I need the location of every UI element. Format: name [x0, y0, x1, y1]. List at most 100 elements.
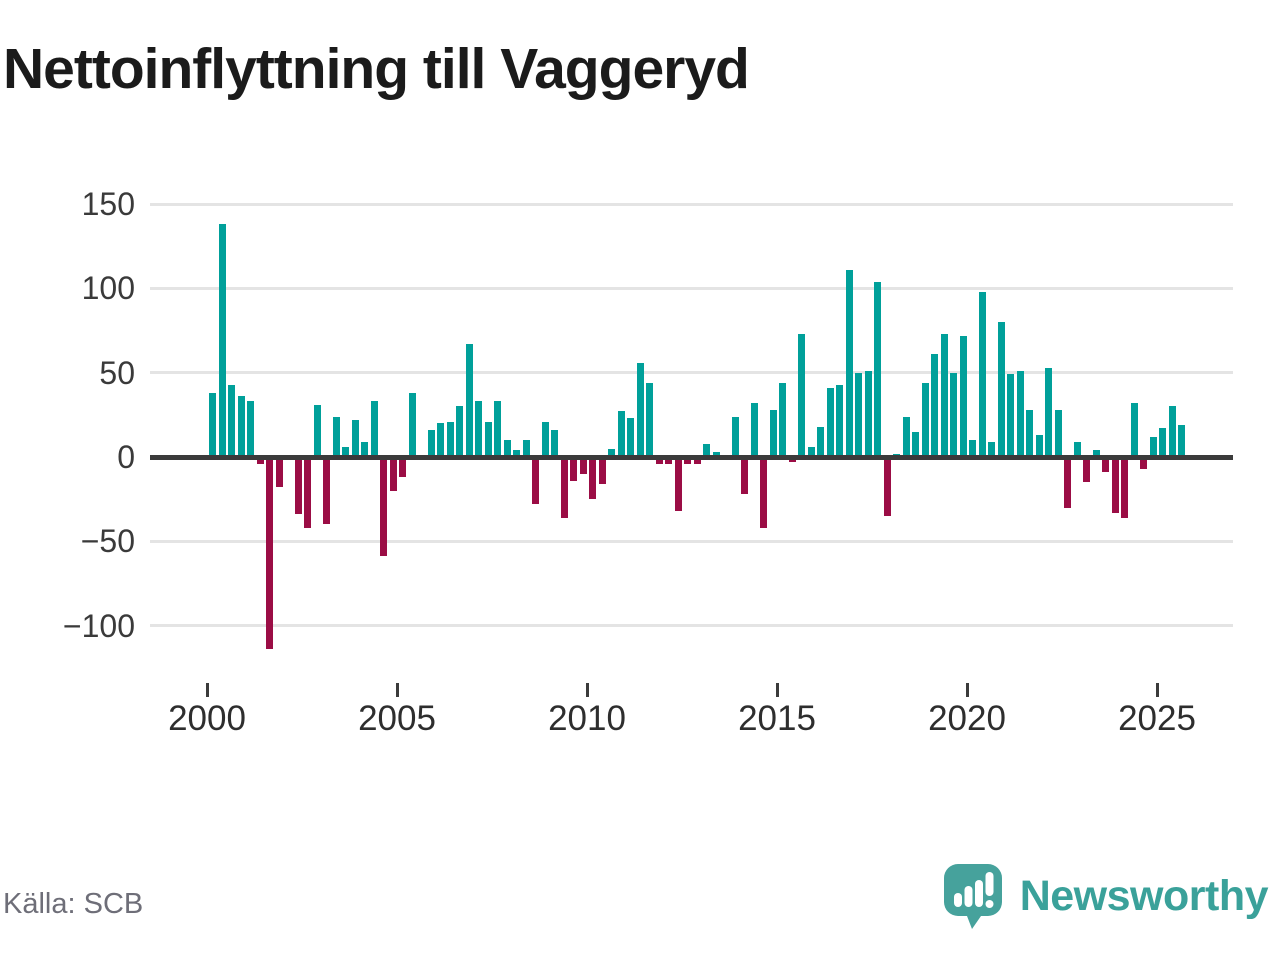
- x-tick-2010: [585, 683, 589, 697]
- bar-2003-q1: [323, 457, 331, 525]
- bar-2007-q4: [503, 440, 511, 457]
- bar-2023-q1: [1083, 457, 1091, 483]
- bar-2004-q1: [361, 441, 369, 457]
- y-axis-label: 100: [81, 270, 135, 307]
- bar-2006-q1: [437, 423, 445, 457]
- bar-2004-q3: [380, 457, 388, 557]
- bar-2012-q2: [674, 457, 682, 511]
- x-axis-label-2020: 2020: [928, 699, 1006, 738]
- x-tick-2000: [205, 683, 209, 697]
- x-tick-2025: [1155, 683, 1159, 697]
- bar-2008-q4: [541, 421, 549, 457]
- bar-2003-q2: [332, 416, 340, 457]
- gridline-y-100: [150, 286, 1233, 290]
- bar-2025-q2: [1168, 406, 1176, 457]
- bar-2020-q1: [969, 440, 977, 457]
- bar-2019-q4: [959, 335, 967, 457]
- bar-2022-q1: [1045, 367, 1053, 457]
- bar-2020-q3: [988, 441, 996, 457]
- bar-2021-q1: [1007, 374, 1015, 457]
- newsworthy-logo-icon: [943, 864, 1002, 929]
- bar-2001-q3: [266, 457, 274, 650]
- x-axis-label-2005: 2005: [358, 699, 436, 738]
- bar-2023-q2: [1092, 450, 1100, 457]
- x-tick-2015: [775, 683, 779, 697]
- logo-exclamation-dot: [985, 900, 994, 908]
- bar-2018-q2: [902, 416, 910, 457]
- bar-2007-q2: [484, 421, 492, 457]
- bar-2024-q4: [1149, 436, 1157, 457]
- bar-2019-q1: [931, 354, 939, 457]
- bar-2021-q2: [1016, 371, 1024, 457]
- y-axis-label: 0: [117, 439, 135, 475]
- bar-2021-q3: [1026, 409, 1034, 457]
- newsworthy-logo-text: Newsworthy: [1019, 871, 1269, 920]
- y-axis-label: 150: [81, 186, 135, 223]
- bar-2009-q2: [560, 457, 568, 518]
- bar-2014-q2: [750, 403, 758, 457]
- logo-bar-medium: [964, 886, 973, 907]
- bar-2024-q3: [1140, 457, 1148, 469]
- gridline-y-150: [150, 202, 1233, 206]
- bar-2005-q4: [427, 430, 435, 457]
- bar-2015-q1: [779, 382, 787, 457]
- bar-2017-q3: [874, 281, 882, 457]
- bar-2024-q2: [1130, 403, 1138, 457]
- bar-2005-q2: [408, 392, 416, 457]
- bar-2012-q4: [693, 457, 701, 464]
- chart-title: Nettoinflyttning till Vaggeryd: [3, 37, 750, 101]
- bar-2007-q1: [475, 401, 483, 457]
- bar-2019-q3: [950, 372, 958, 457]
- bar-2022-q3: [1064, 457, 1072, 508]
- bar-2002-q2: [294, 457, 302, 515]
- bar-2018-q3: [912, 431, 920, 457]
- bar-2015-q2: [788, 457, 796, 463]
- bar-2011-q4: [655, 457, 663, 464]
- bar-2025-q3: [1178, 424, 1186, 457]
- bar-2001-q4: [275, 457, 283, 488]
- bar-2011-q1: [627, 418, 635, 457]
- bar-2016-q1: [817, 426, 825, 457]
- bar-2017-q1: [855, 372, 863, 457]
- newsworthy-logo: Newsworthy: [942, 862, 1269, 930]
- bar-2014-q3: [760, 457, 768, 528]
- bar-2003-q3: [342, 446, 350, 457]
- bar-2007-q3: [494, 401, 502, 457]
- bar-2009-q4: [579, 457, 587, 474]
- gridline-y--50: [150, 539, 1233, 543]
- bar-2022-q2: [1054, 409, 1062, 457]
- bar-2008-q1: [513, 450, 521, 457]
- bar-2010-q1: [589, 457, 597, 500]
- bar-2020-q4: [997, 322, 1005, 457]
- bar-2016-q2: [826, 387, 834, 457]
- bar-2020-q2: [978, 291, 986, 457]
- logo-bar-small: [953, 893, 962, 907]
- bar-2015-q3: [798, 333, 806, 457]
- y-axis-label: 50: [99, 354, 135, 391]
- bar-2011-q2: [636, 362, 644, 457]
- zero-baseline: [150, 454, 1233, 460]
- bar-2023-q3: [1102, 457, 1110, 473]
- bar-2009-q1: [551, 430, 559, 457]
- gridline-y--100: [150, 624, 1233, 628]
- bar-2001-q1: [247, 401, 255, 457]
- bar-2000-q1: [209, 392, 217, 457]
- bar-2025-q1: [1159, 428, 1167, 457]
- bar-2008-q3: [532, 457, 540, 505]
- bar-2002-q4: [313, 404, 321, 457]
- gridline-y-50: [150, 371, 1233, 375]
- bar-2016-q3: [836, 384, 844, 457]
- x-axis-label-2010: 2010: [548, 699, 626, 738]
- bar-2000-q2: [218, 224, 226, 457]
- bar-2019-q2: [940, 333, 948, 457]
- bar-2006-q4: [465, 344, 473, 457]
- bar-2010-q3: [608, 448, 616, 457]
- bar-2006-q2: [446, 421, 454, 457]
- bar-2010-q4: [617, 411, 625, 457]
- bar-2011-q3: [646, 382, 654, 457]
- bar-2017-q2: [864, 371, 872, 457]
- bar-2018-q4: [921, 382, 929, 457]
- bar-2016-q4: [845, 269, 853, 457]
- y-axis-label: −100: [62, 607, 135, 644]
